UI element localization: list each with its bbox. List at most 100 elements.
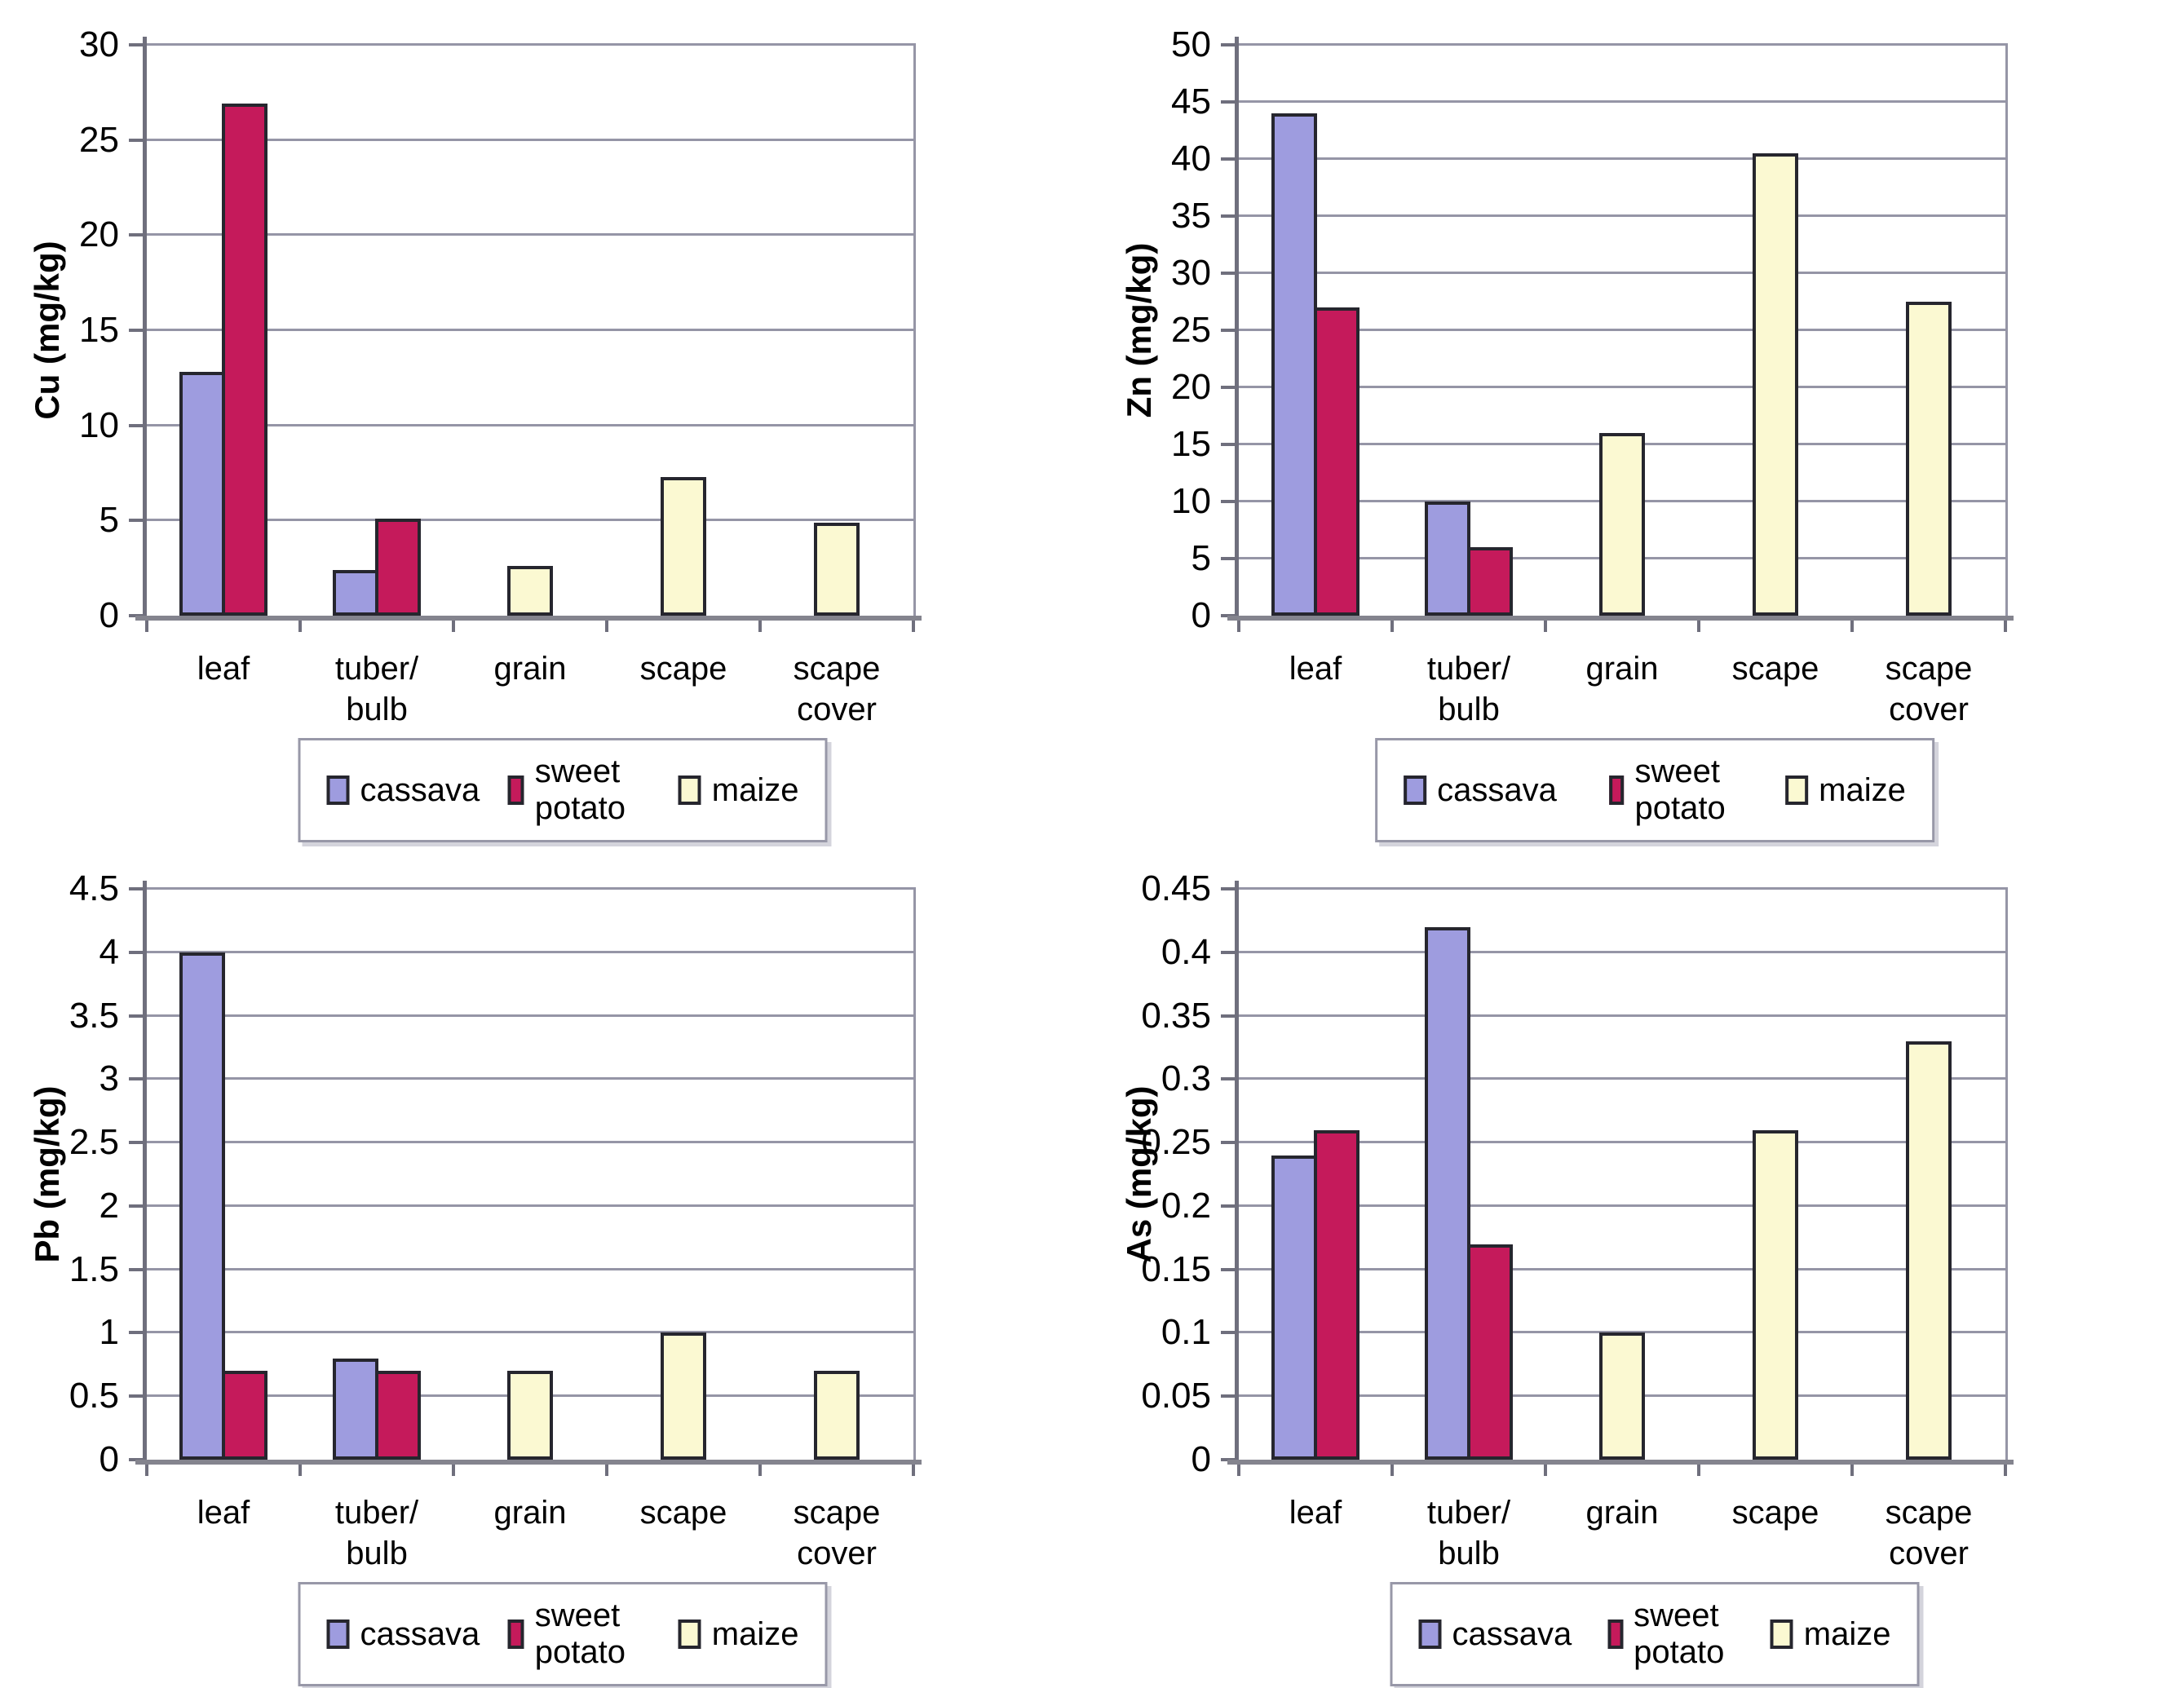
x-tick-mark (1544, 621, 1547, 632)
y-tick-mark (1221, 1077, 1237, 1081)
as-chart: As (mg/kg) 0 0.05 0.1 0.15 0.2 0.25 0.3 0.35 0.4 0… (1092, 844, 2184, 1688)
legend-label: cassava (1437, 771, 1557, 808)
legend-item-sweet-potato: sweet potato (1607, 1597, 1735, 1671)
legend-item-maize: maize (1770, 1616, 1891, 1653)
y-tick-mark (1221, 100, 1237, 104)
gridline (1239, 1331, 2005, 1334)
gridline (147, 43, 913, 46)
bar-sweet-potato (375, 1371, 421, 1460)
y-tick-label: 5 (99, 500, 119, 541)
y-tick-mark (1221, 157, 1237, 161)
y-tick-label: 15 (1171, 424, 1211, 464)
y-tick-label: 0 (1191, 1439, 1211, 1479)
legend-swatch-maize (678, 1620, 701, 1649)
gridline (1239, 1077, 2005, 1080)
legend: cassava sweet potato maize (1375, 738, 1934, 842)
y-tick-mark (129, 1014, 145, 1018)
x-tick-mark (2004, 1465, 2007, 1476)
bar-sweet-potato (222, 104, 267, 616)
x-tick-label: scape cover (1885, 1495, 1973, 1571)
y-tick-label: 45 (1171, 82, 1211, 122)
y-tick-mark (1221, 1204, 1237, 1208)
x-tick-mark (1697, 1465, 1700, 1476)
x-tick-label: leaf (1289, 651, 1342, 687)
x-tick-mark (605, 1465, 608, 1476)
gridline (147, 1141, 913, 1144)
y-tick-mark (129, 887, 145, 890)
gridline (147, 1331, 913, 1334)
bar-maize (1906, 302, 1952, 616)
y-tick-mark (1221, 443, 1237, 446)
bar-cassava (1425, 502, 1470, 616)
bar-sweet-potato (1467, 1244, 1513, 1460)
y-tick-mark (1221, 272, 1237, 275)
bar-sweet-potato (1314, 1129, 1359, 1460)
y-tick-mark (129, 1077, 145, 1081)
legend-item-cassava: cassava (1418, 1616, 1572, 1653)
x-tick-mark (452, 1465, 455, 1476)
x-tick-label: scape cover (1885, 651, 1973, 727)
y-tick-label: 0.1 (1161, 1312, 1211, 1353)
plot-right-border (2005, 43, 2008, 617)
gridline (1239, 100, 2005, 103)
plot-right-border (913, 887, 916, 1461)
legend-label: sweet potato (534, 753, 626, 826)
y-tick-label: 30 (1171, 253, 1211, 293)
legend-label: sweet potato (1634, 1597, 1725, 1670)
legend-swatch-cassava (326, 776, 350, 805)
y-tick-label: 25 (1171, 310, 1211, 350)
legend-label: maize (1819, 771, 1906, 808)
gridline (147, 1077, 913, 1080)
legend-swatch-cassava (326, 1620, 350, 1649)
y-tick-mark (129, 1204, 145, 1208)
gridline (1239, 887, 2005, 890)
legend-item-maize: maize (1785, 772, 1906, 809)
gridline (1239, 950, 2005, 953)
legend-label: cassava (360, 1615, 480, 1652)
gridline (147, 423, 913, 426)
x-tick-label: leaf (197, 651, 250, 687)
plot-right-border (913, 43, 916, 617)
gridline (1239, 1141, 2005, 1144)
gridline (1239, 272, 2005, 274)
y-tick-label: 25 (79, 119, 119, 160)
y-tick-mark (1221, 386, 1237, 389)
legend-item-sweet-potato: sweet potato (1608, 753, 1733, 827)
x-tick-mark (298, 1465, 302, 1476)
gridline (147, 1204, 913, 1207)
bar-maize (507, 1371, 553, 1460)
bar-sweet-potato (1314, 307, 1359, 616)
x-tick-label: leaf (1289, 1495, 1342, 1531)
gridline (1239, 157, 2005, 160)
y-tick-label: 0.5 (69, 1376, 119, 1416)
bar-cassava (1271, 113, 1317, 616)
bar-maize (1599, 1332, 1645, 1460)
y-axis-line (143, 881, 147, 1465)
gridline (147, 1014, 913, 1017)
bar-maize (1753, 153, 1798, 616)
x-tick-mark (605, 621, 608, 632)
x-tick-mark (1850, 1465, 1854, 1476)
legend-item-sweet-potato: sweet potato (507, 1597, 651, 1671)
x-tick-mark (1237, 1465, 1240, 1476)
bar-cassava (179, 372, 225, 616)
y-tick-label: 2 (99, 1185, 119, 1226)
x-tick-label: grain (1585, 1495, 1659, 1531)
gridline (1239, 43, 2005, 46)
y-tick-mark (1221, 500, 1237, 503)
y-tick-label: 10 (79, 404, 119, 445)
bar-maize (814, 522, 860, 616)
bar-cassava (333, 1358, 378, 1460)
y-tick-label: 4.5 (69, 868, 119, 908)
legend-label: sweet potato (1634, 753, 1726, 826)
legend-item-cassava: cassava (1404, 772, 1557, 809)
y-tick-mark (1221, 1267, 1237, 1271)
gridline (1239, 329, 2005, 331)
y-tick-label: 0.05 (1141, 1376, 1211, 1416)
y-tick-mark (1221, 950, 1237, 954)
legend-item-maize: maize (678, 1616, 799, 1653)
y-tick-mark (1221, 1394, 1237, 1399)
gridline (1239, 1267, 2005, 1270)
y-tick-label: 0.25 (1141, 1122, 1211, 1163)
